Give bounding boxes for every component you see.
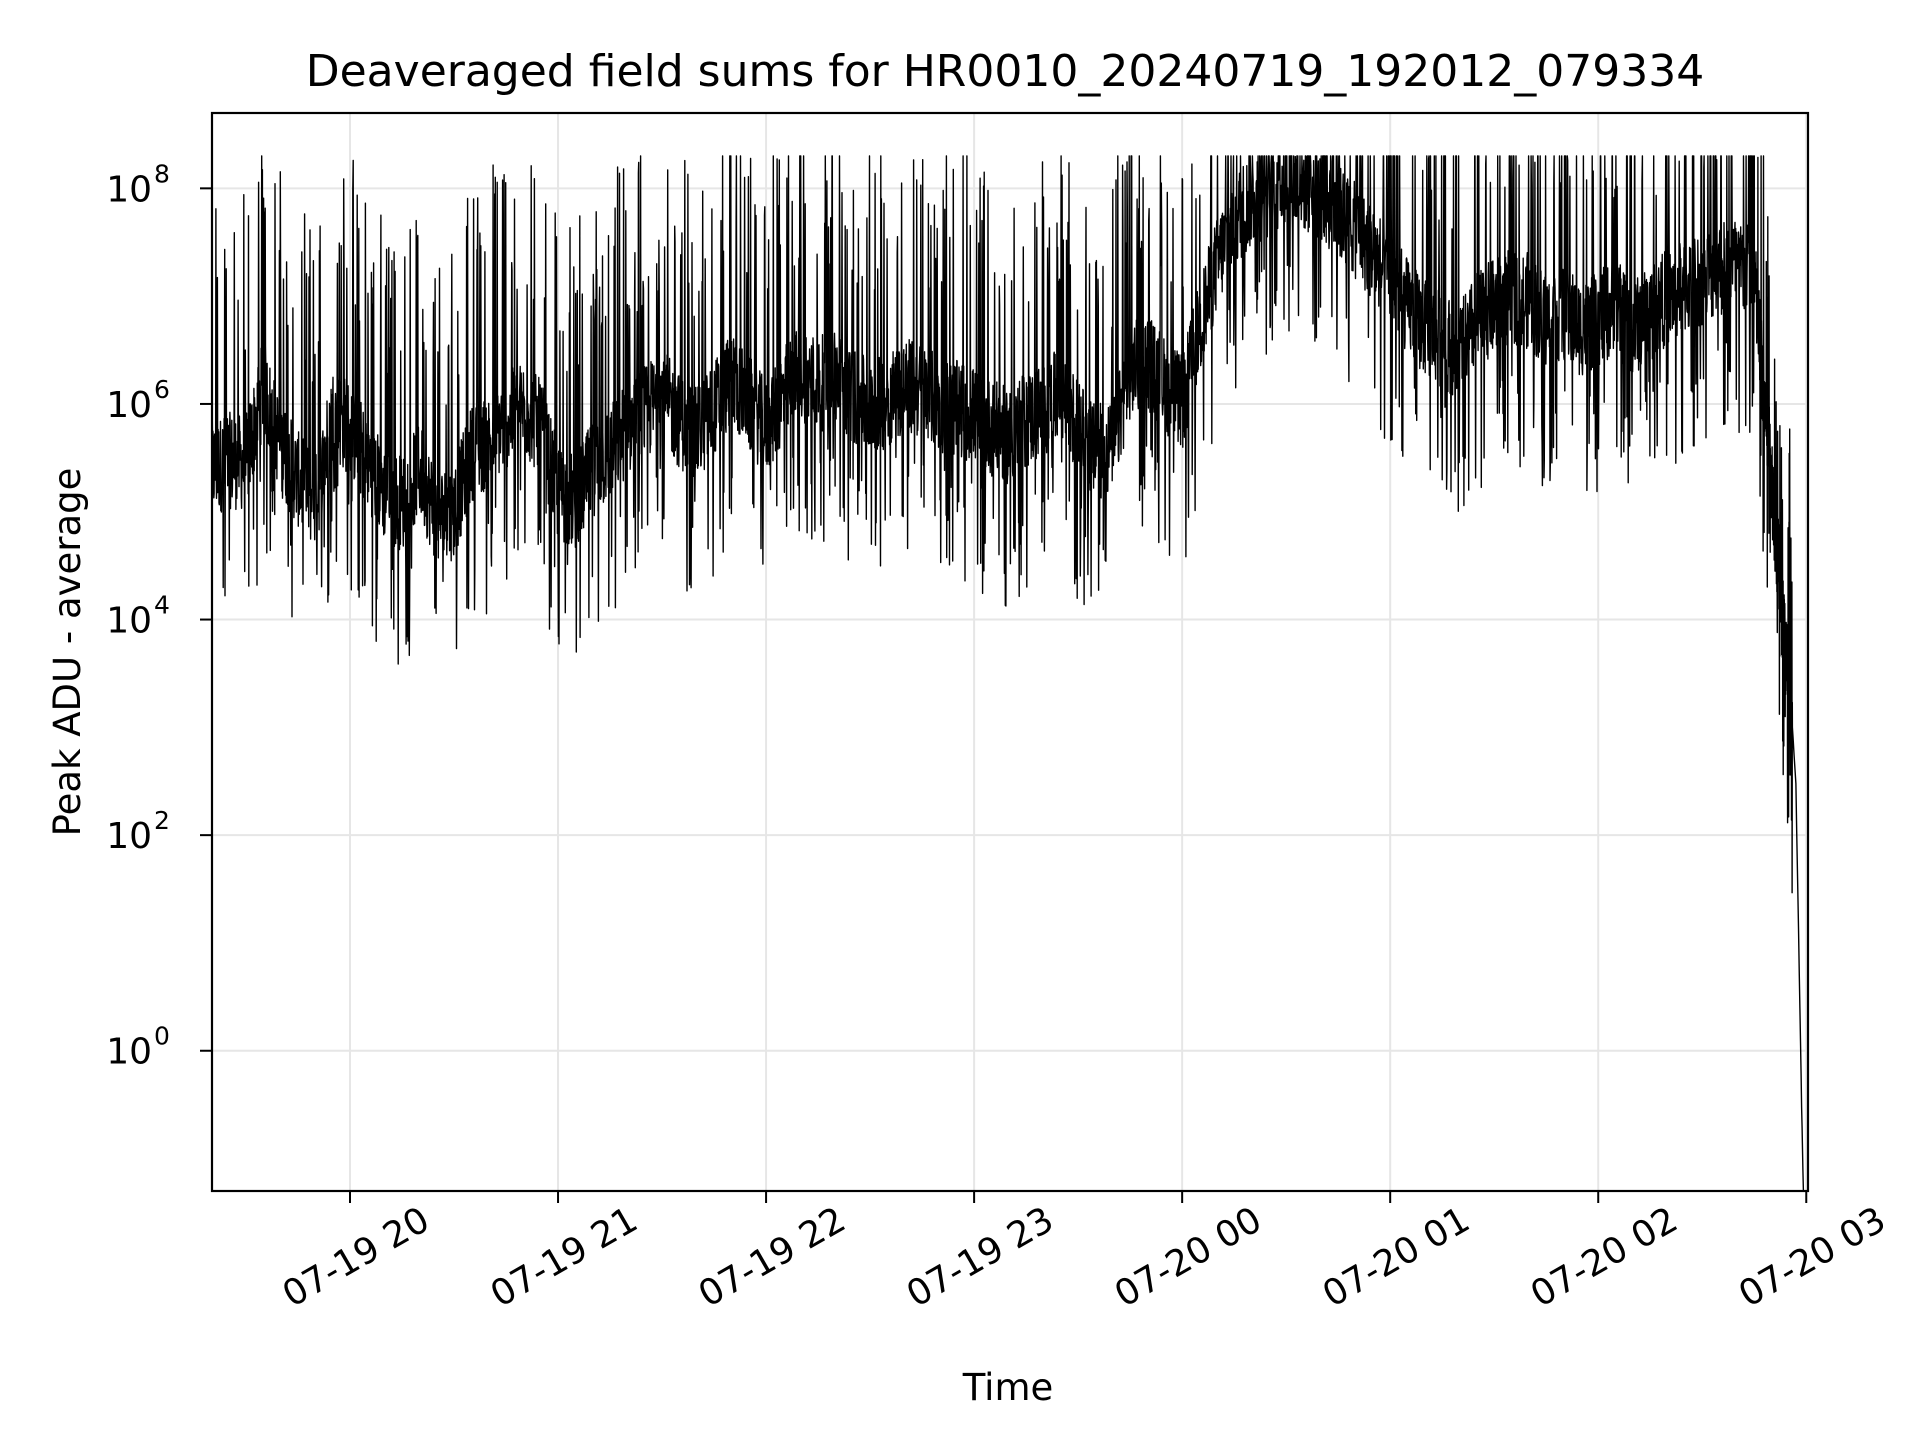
plot-frame bbox=[210, 111, 1810, 1193]
y-axis-label: Peak ADU - average bbox=[46, 468, 89, 837]
y-tick-exponent: 2 bbox=[154, 806, 170, 835]
y-tick-exponent: 4 bbox=[154, 591, 170, 620]
chart-title: Deaveraged field sums for HR0010_2024071… bbox=[306, 46, 1705, 97]
x-axis-label: Time bbox=[962, 1366, 1054, 1409]
y-tick-exponent: 6 bbox=[154, 375, 170, 404]
plot-area bbox=[212, 155, 1805, 1191]
y-tick-label: 10 bbox=[106, 816, 152, 857]
y-tick-label: 10 bbox=[106, 385, 152, 426]
y-tick-exponent: 8 bbox=[154, 159, 170, 188]
grid bbox=[212, 113, 1808, 1191]
y-tick-label: 10 bbox=[106, 169, 152, 210]
y-tick-label: 10 bbox=[106, 1032, 152, 1073]
y-tick-label: 10 bbox=[106, 601, 152, 642]
series-line bbox=[212, 155, 1805, 1191]
y-tick-exponent: 0 bbox=[154, 1022, 170, 1051]
